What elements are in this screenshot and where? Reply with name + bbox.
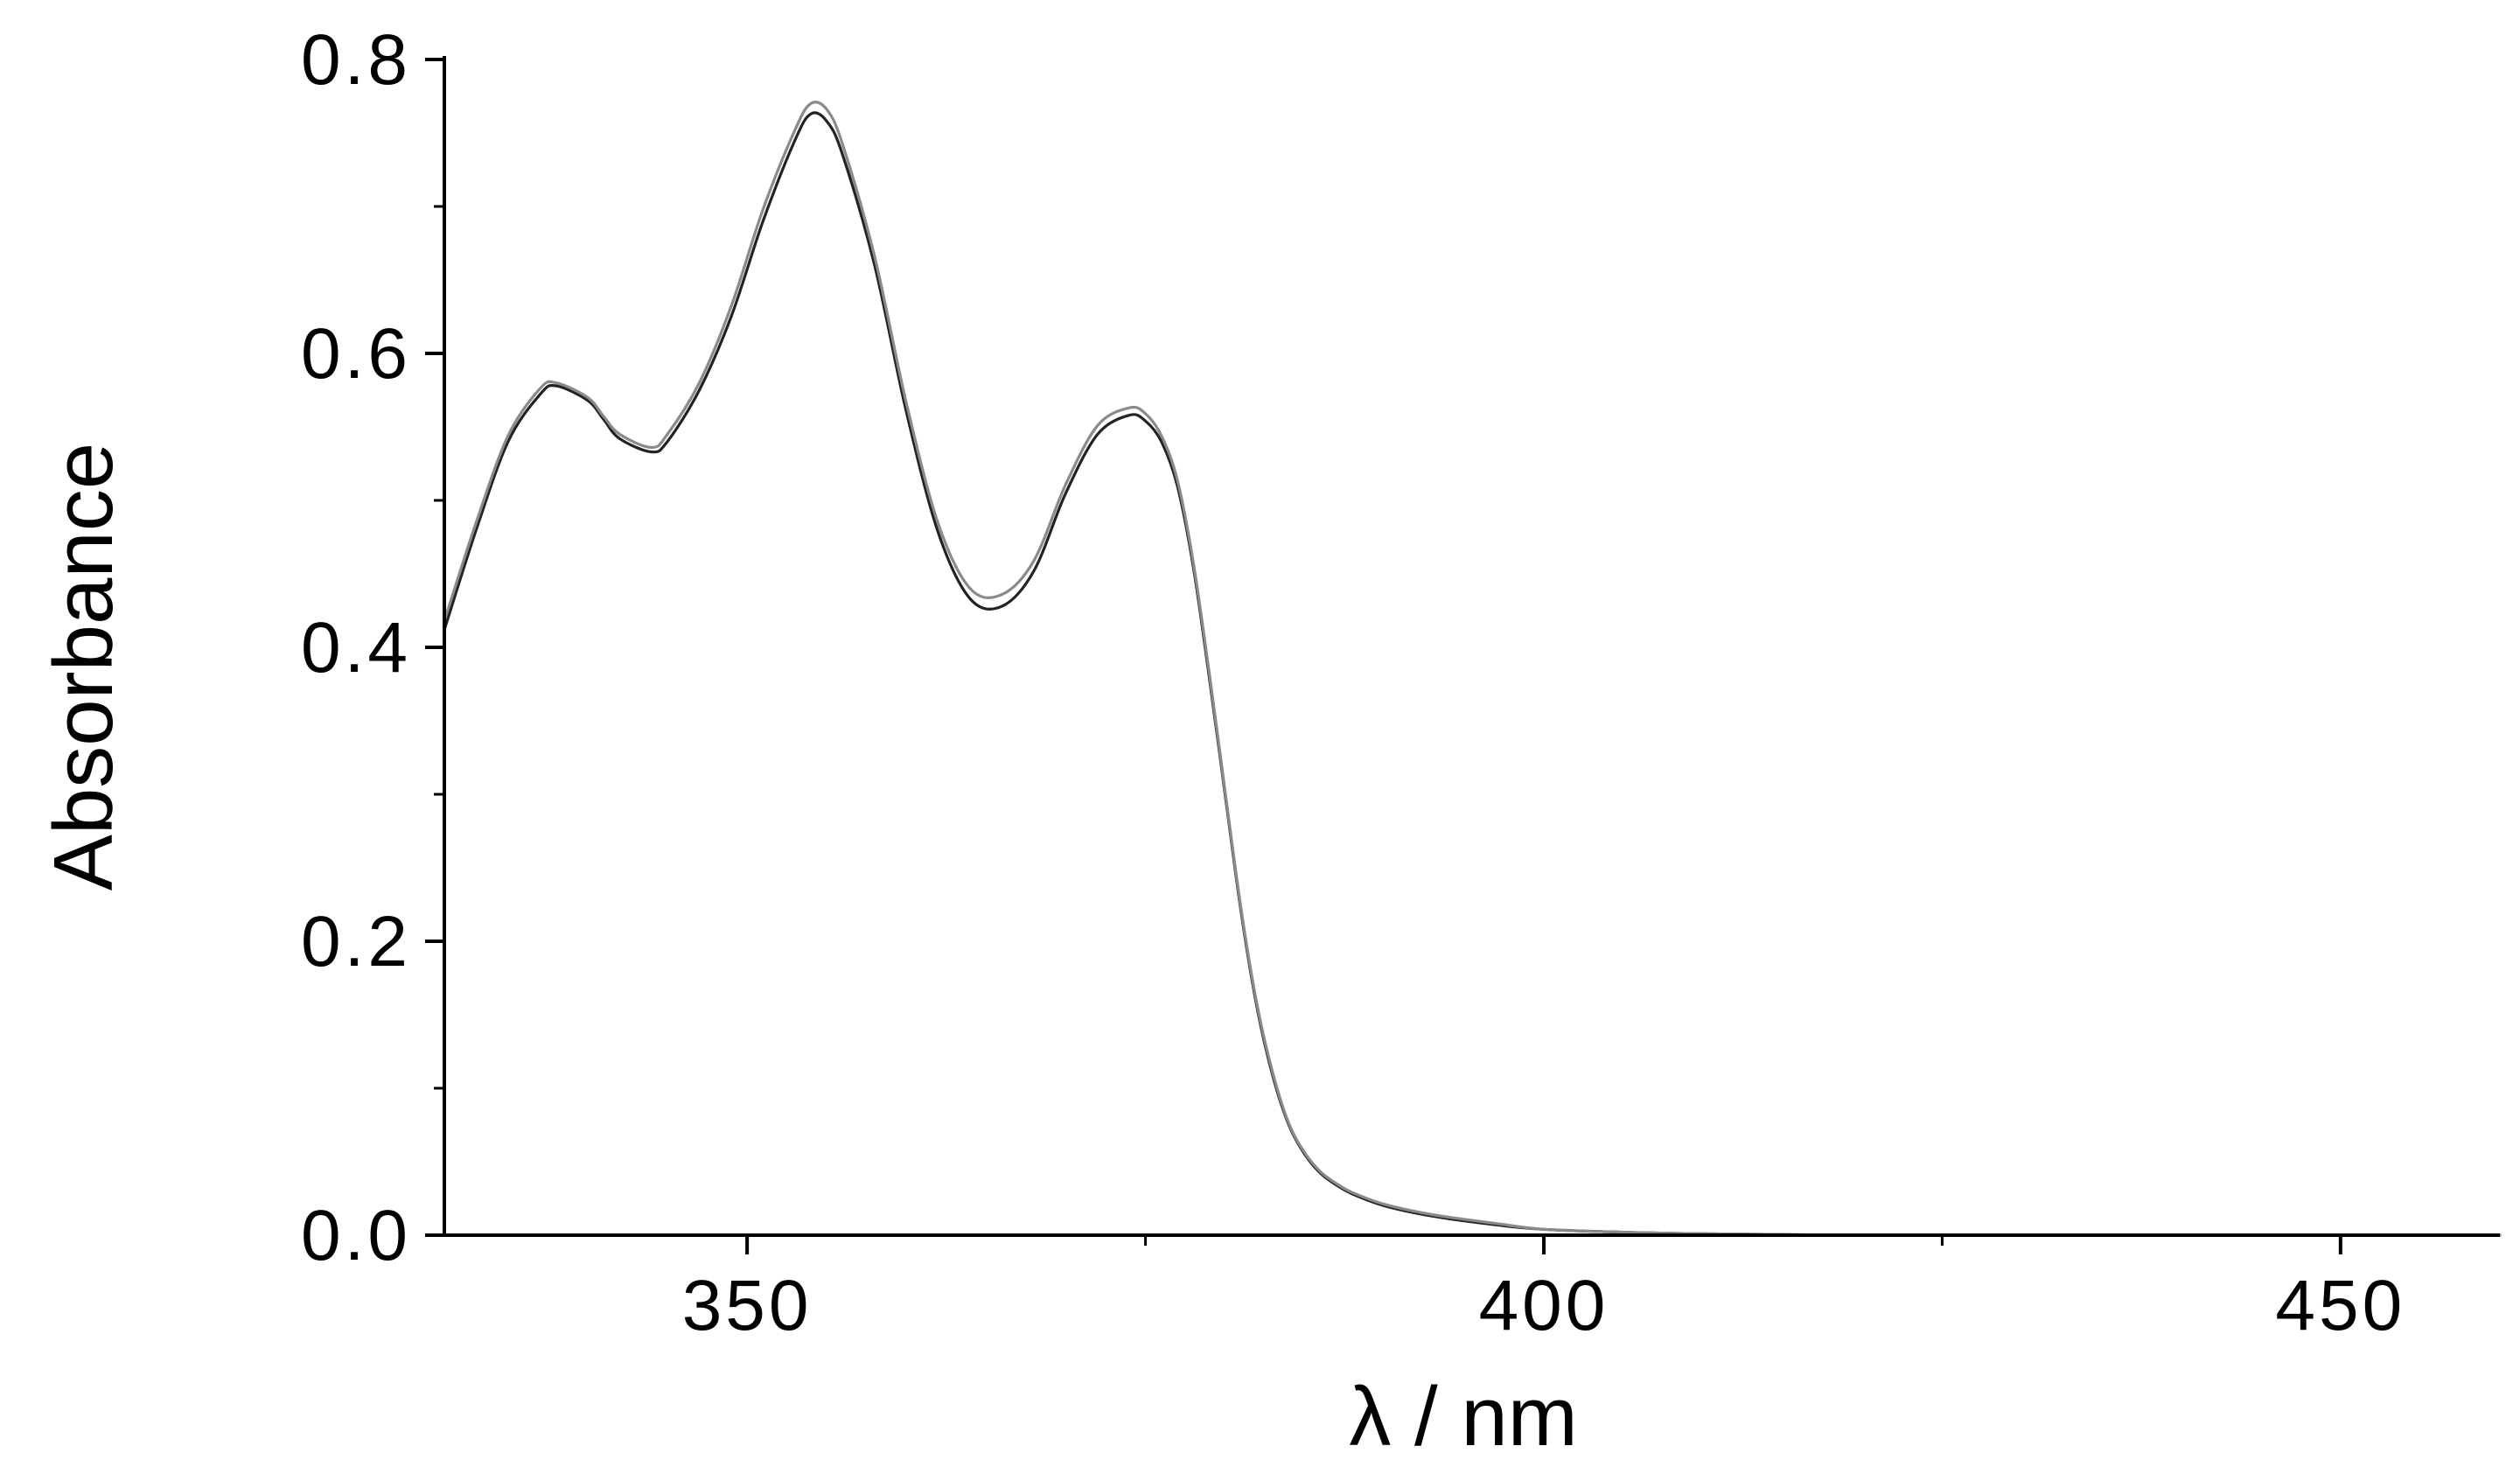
x-axis-title: λ / nm [1349,1370,1577,1460]
y-tick-label: 0.6 [301,314,411,394]
ticks-layer: 0.0 0.2 0.4 0.6 0.8 350 400 450 [301,20,2405,1345]
y-axis-title: Absorbance [37,443,130,891]
y-tick-label: 0.8 [301,20,411,100]
x-tick-label: 350 [682,1266,813,1345]
series-layer [443,101,2502,1237]
y-tick-label: 0.2 [301,902,411,981]
axes-layer [443,56,2500,1237]
x-tick-label: 400 [1479,1266,1609,1345]
series-line-1 [443,111,2502,1237]
y-tick-label: 0.0 [301,1196,411,1275]
y-tick-label: 0.4 [301,608,411,688]
series-line-2 [443,101,2502,1237]
x-tick-label: 450 [2275,1266,2405,1345]
